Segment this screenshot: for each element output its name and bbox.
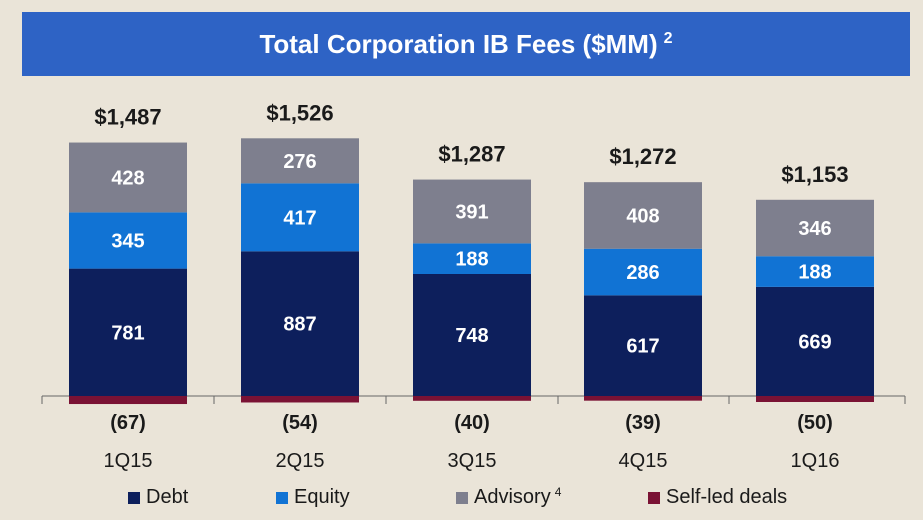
legend-item-self-led: Self-led deals: [648, 486, 787, 509]
total-label: $1,153: [781, 162, 848, 187]
total-label: $1,487: [94, 105, 161, 130]
x-tick-label: 1Q15: [104, 450, 153, 472]
data-label-advisory: 408: [626, 205, 659, 227]
data-label-equity: 188: [455, 249, 488, 271]
bar-segment-equity: [413, 243, 531, 275]
bar-segment-advisory: [584, 182, 702, 249]
total-label: $1,526: [266, 100, 333, 125]
legend-label-debt: Debt: [146, 486, 189, 508]
bar-segment-equity: [241, 183, 359, 252]
x-tick-label: 4Q15: [619, 450, 668, 472]
data-label-advisory: 276: [283, 151, 316, 173]
bar-segment-debt: [413, 274, 531, 396]
bar-segment-self-led: [69, 396, 187, 405]
chart-title: Total Corporation IB Fees ($MM) 2: [259, 28, 673, 59]
data-label-self-led: (67): [110, 412, 146, 434]
legend-swatch-equity: [276, 491, 288, 504]
x-tick-label: 3Q15: [448, 450, 497, 472]
data-label-debt: 887: [283, 314, 316, 336]
data-label-self-led: (50): [797, 412, 833, 434]
bar-segment-debt: [69, 268, 187, 396]
bar-segment-self-led: [584, 396, 702, 401]
bar-segment-equity: [756, 256, 874, 287]
total-label: $1,272: [609, 144, 676, 169]
title-footnote: 2: [663, 29, 673, 47]
data-label-debt: 748: [455, 325, 488, 347]
legend-item-equity: Equity: [276, 486, 350, 509]
legend-swatch-advisory: [456, 491, 468, 504]
legend-item-debt: Debt: [128, 486, 188, 509]
legend-label-self-led: Self-led deals: [666, 486, 788, 508]
data-label-advisory: 428: [111, 167, 144, 189]
chart-title-bar: Total Corporation IB Fees ($MM) 2: [22, 12, 910, 76]
legend-label-equity: Equity: [294, 486, 350, 508]
data-label-advisory: 391: [455, 201, 488, 223]
bar-segment-advisory: [413, 179, 531, 244]
legend-label-advisory: Advisory: [474, 486, 551, 508]
bar-segment-advisory: [69, 142, 187, 213]
data-label-equity: 345: [111, 230, 144, 252]
bar-segment-self-led: [413, 396, 531, 401]
bar-segment-debt: [756, 286, 874, 396]
bar-segment-self-led: [756, 396, 874, 402]
legend-swatch-self-led: [648, 491, 660, 504]
bar-segment-advisory: [241, 138, 359, 184]
data-label-self-led: (54): [282, 412, 318, 434]
data-label-debt: 669: [798, 331, 831, 353]
data-label-equity: 188: [798, 262, 831, 284]
total-label: $1,287: [438, 142, 505, 167]
data-label-debt: 617: [626, 336, 659, 358]
bar-segment-debt: [241, 251, 359, 396]
data-label-equity: 417: [283, 207, 316, 229]
bar-segment-self-led: [241, 396, 359, 403]
legend-footnote-advisory: 4: [554, 484, 562, 499]
chart-legend: Debt Equity Advisory 4 Self-led deals: [0, 484, 923, 516]
x-tick-label: 1Q16: [791, 450, 840, 472]
x-tick-label: 2Q15: [276, 450, 325, 472]
data-label-debt: 781: [111, 322, 144, 344]
bar-segment-advisory: [756, 199, 874, 257]
bar-segment-equity: [584, 248, 702, 296]
data-label-equity: 286: [626, 262, 659, 284]
data-label-advisory: 346: [798, 218, 831, 240]
data-label-self-led: (40): [454, 412, 490, 434]
legend-item-advisory: Advisory 4: [456, 484, 562, 509]
data-label-self-led: (39): [625, 412, 661, 434]
bar-segment-equity: [69, 212, 187, 269]
bar-segment-debt: [584, 295, 702, 396]
legend-swatch-debt: [128, 491, 140, 504]
